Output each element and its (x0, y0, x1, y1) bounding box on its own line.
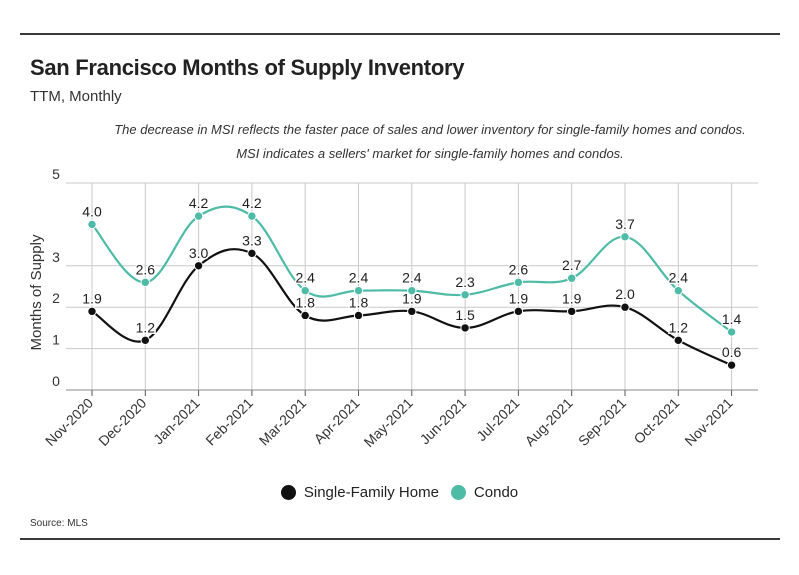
x-tick-label: Apr-2021 (311, 395, 363, 447)
series-layer (87, 205, 737, 370)
y-axis-title: Months of Supply (28, 234, 45, 350)
legend-swatch-single-family (280, 485, 296, 500)
x-tick-label: Oct-2021 (630, 395, 682, 447)
data-label-condo: 2.6 (136, 261, 156, 277)
data-label-single-family: 1.9 (82, 290, 102, 306)
x-tick-label: Nov-2021 (681, 395, 735, 449)
legend: Single-Family Home Condo (0, 484, 799, 501)
y-tick-label: 5 (52, 166, 60, 182)
x-tick-label: May-2021 (361, 395, 416, 450)
data-label-condo: 2.4 (349, 270, 369, 286)
data-point-single-family (300, 310, 310, 321)
x-tick-label: Jan-2021 (150, 395, 203, 448)
y-tick-label: 0 (52, 373, 60, 389)
legend-item-condo: Condo (450, 484, 519, 501)
data-label-condo: 4.2 (242, 195, 262, 211)
x-tick-label: Feb-2021 (202, 395, 256, 449)
data-point-single-family (513, 306, 524, 317)
data-point-condo (460, 290, 470, 300)
data-label-single-family: 3.3 (242, 232, 262, 248)
x-tick-label: Aug-2021 (522, 395, 576, 449)
data-label-single-family: 0.6 (722, 344, 742, 360)
data-point-single-family (460, 323, 470, 333)
y-tick-label: 2 (52, 290, 60, 306)
x-tick-label: Jul-2021 (473, 395, 522, 444)
data-point-single-family (193, 261, 204, 271)
data-point-single-family (673, 335, 683, 346)
legend-label-single-family: Single-Family Home (303, 484, 439, 501)
chart-note-line-1: The decrease in MSI reflects the faster … (114, 122, 746, 137)
data-label-single-family: 1.9 (402, 290, 422, 306)
data-label-single-family: 2.0 (615, 286, 635, 302)
data-label-single-family: 1.2 (136, 319, 156, 335)
data-label-single-family: 1.8 (349, 294, 369, 310)
bottom-rule (20, 538, 780, 540)
data-label-condo: 4.2 (189, 195, 209, 211)
data-label-condo: 3.7 (615, 216, 635, 232)
data-label-single-family: 1.2 (669, 319, 689, 335)
data-point-condo (673, 285, 683, 296)
data-point-single-family (620, 302, 630, 312)
data-point-condo (567, 273, 577, 283)
data-label-condo: 2.3 (455, 274, 475, 290)
data-point-single-family (140, 335, 151, 346)
data-point-single-family (87, 306, 97, 317)
data-label-condo: 2.4 (295, 270, 315, 286)
x-tick-label: Dec-2020 (95, 395, 149, 449)
data-point-single-family (353, 310, 364, 321)
legend-label-condo: Condo (473, 484, 519, 501)
data-label-single-family: 3.0 (189, 245, 209, 261)
data-point-single-family (726, 360, 737, 370)
axis-layer: 0 1 2 3 5 Nov-2020 Dec-2020 Jan-2021 Feb-2021 Mar… (28, 166, 758, 450)
chart-title: San Francisco Months of Supply Inventory (30, 55, 465, 80)
data-label-layer: 4.0 2.6 4.2 4.2 2.4 2.4 2.4 2.3 2.6 2.7 3.7 2.4 1.4 1… (81, 194, 743, 362)
data-label-condo: 1.4 (722, 311, 742, 327)
data-point-condo (513, 277, 524, 288)
chart-note-line-2: MSI indicates a sellers' market for sing… (236, 146, 624, 161)
legend-swatch-condo (450, 485, 466, 500)
data-label-condo: 2.6 (509, 261, 529, 277)
data-label-condo: 4.0 (82, 203, 102, 219)
data-point-condo (407, 285, 417, 296)
data-point-single-family (567, 306, 577, 317)
data-point-condo (726, 327, 737, 337)
y-tick-label: 3 (52, 249, 60, 265)
data-point-single-family (407, 306, 417, 317)
x-tick-label: Nov-2020 (42, 395, 96, 449)
data-point-condo (300, 285, 310, 296)
data-label-condo: 2.7 (562, 257, 582, 273)
legend-item-single-family: Single-Family Home (280, 484, 439, 501)
y-tick-label: 1 (52, 332, 60, 348)
data-point-condo (193, 211, 204, 221)
data-label-condo: 2.4 (402, 270, 422, 286)
data-point-condo (87, 219, 97, 230)
x-tick-label: Jun-2021 (417, 395, 470, 448)
data-label-single-family: 1.5 (455, 307, 475, 323)
chart-subtitle: TTM, Monthly (30, 88, 122, 105)
data-label-single-family: 1.9 (562, 290, 582, 306)
top-rule (20, 33, 780, 35)
x-tick-label: Mar-2021 (256, 395, 310, 449)
data-point-condo (353, 285, 364, 296)
data-label-single-family: 1.8 (295, 294, 315, 310)
data-point-condo (620, 232, 630, 242)
x-tick-label: Sep-2021 (575, 395, 629, 449)
data-point-single-family (247, 248, 257, 259)
source-note: Source: MLS (30, 518, 88, 529)
data-point-condo (140, 277, 151, 288)
grid-layer (66, 182, 758, 391)
data-label-single-family: 1.9 (509, 290, 529, 306)
data-label-condo: 2.4 (669, 270, 689, 286)
data-point-condo (247, 211, 257, 221)
